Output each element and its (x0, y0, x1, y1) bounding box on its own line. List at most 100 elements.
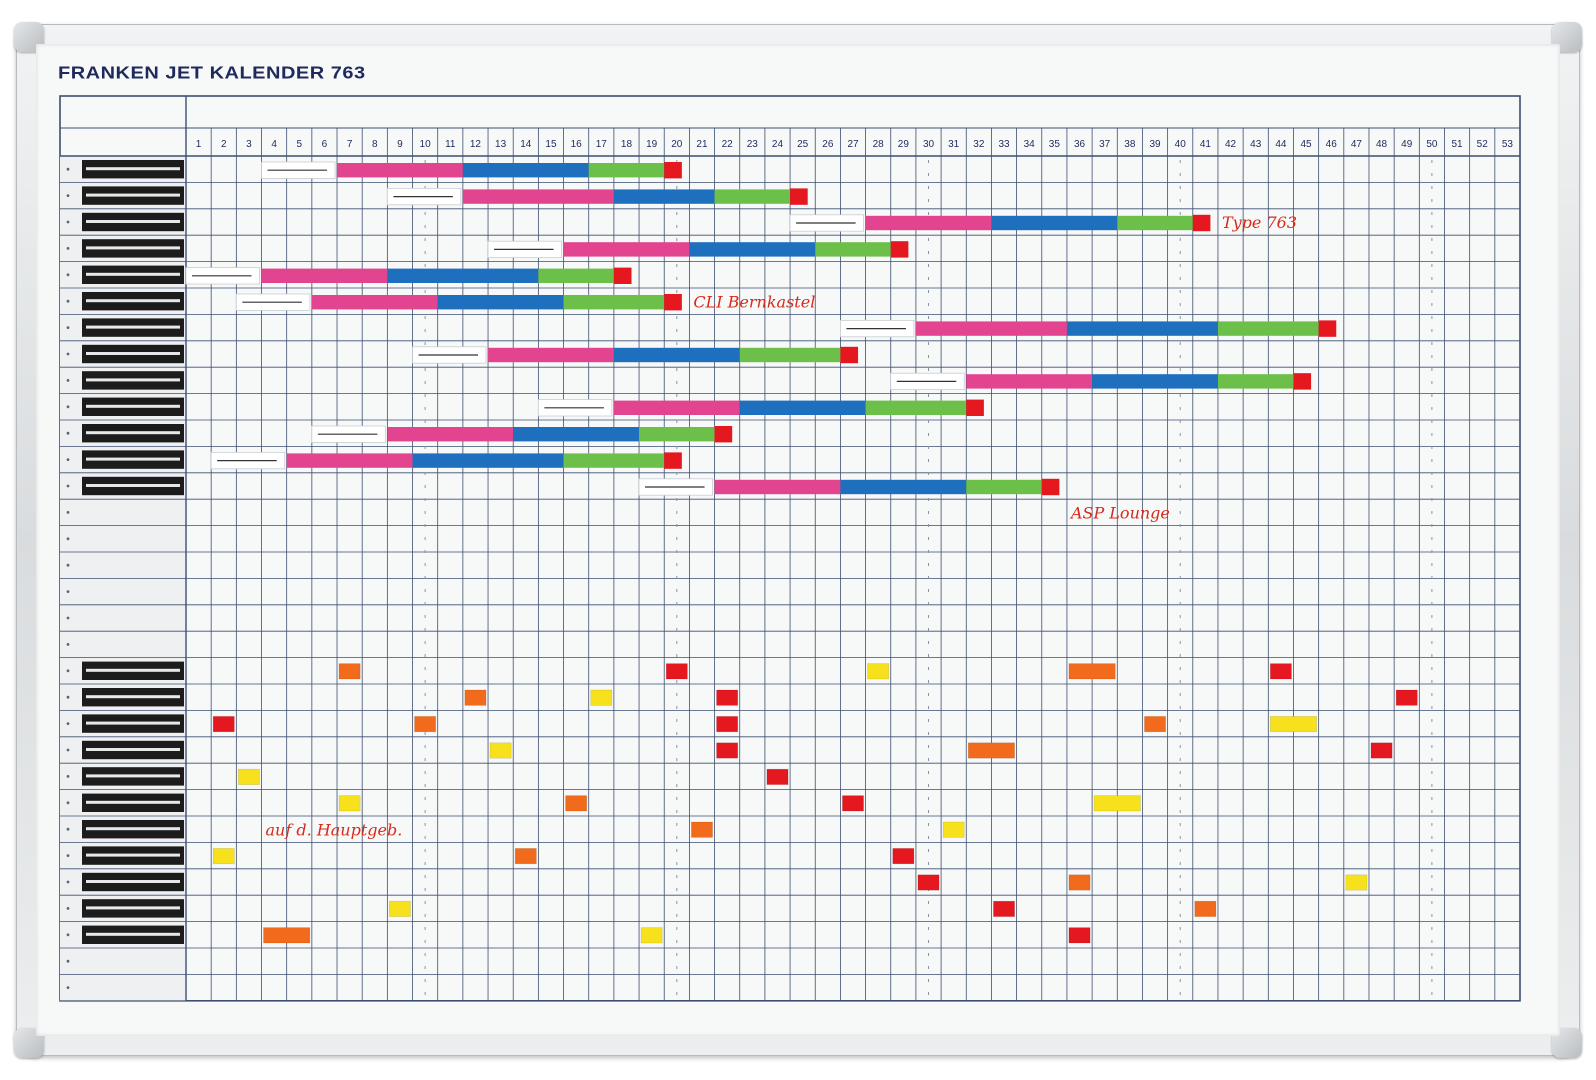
magnet-red (917, 874, 940, 891)
magnet-red (716, 742, 739, 759)
project-end-marker (790, 188, 808, 205)
row-index-dot (66, 590, 70, 593)
project-bar-segment (488, 347, 614, 363)
day-number: 30 (923, 139, 935, 150)
day-number: 23 (747, 139, 759, 150)
magnet-yellow (238, 768, 260, 785)
project-bar-segment (639, 427, 715, 442)
row-label-stripe (86, 853, 180, 857)
day-number: 53 (1502, 139, 1514, 150)
row-label-stripe (86, 880, 180, 883)
project-bar-segment (337, 163, 463, 178)
row-label-stripe (86, 378, 180, 382)
magnet-red (766, 768, 789, 785)
project-bar-segment (739, 400, 866, 415)
project-bar-segment (387, 427, 514, 442)
day-number: 47 (1351, 139, 1363, 150)
row-label-stripe (86, 668, 180, 672)
row-index-dot (66, 379, 70, 382)
magnet-orange (1144, 716, 1166, 733)
row-label-stripe (86, 167, 180, 171)
project-end-marker (714, 426, 733, 443)
row-index-dot (66, 484, 70, 488)
row-index-dot (66, 537, 70, 541)
day-number: 3 (246, 139, 252, 150)
project-bar-segment (840, 479, 967, 495)
row-index-dot (66, 933, 70, 937)
project-bar-segment (714, 479, 841, 495)
row-label-stripe (86, 325, 180, 329)
project-bar-segment (915, 321, 1067, 336)
day-number: 52 (1477, 139, 1489, 150)
row-index-dot (66, 405, 70, 409)
row-index-dot (66, 220, 70, 224)
magnet-orange (967, 742, 1015, 759)
magnet-orange (1194, 900, 1217, 917)
day-number: 28 (873, 139, 885, 150)
magnet-orange (514, 848, 537, 865)
day-number: 9 (397, 139, 403, 150)
magnet-yellow (489, 742, 512, 759)
project-bar-segment (261, 268, 388, 283)
row-index-dot (66, 326, 70, 329)
project-bar-segment (286, 453, 413, 468)
day-number: 49 (1401, 139, 1413, 150)
magnet-orange (263, 927, 311, 944)
row-index-dot (66, 616, 70, 620)
project-bar-segment (1217, 374, 1294, 389)
row-index-dot (66, 959, 70, 963)
day-number: 1 (196, 139, 202, 150)
whiteboard-surface (36, 44, 1560, 1036)
day-number: 32 (973, 139, 985, 150)
row-label-stripe (86, 800, 180, 804)
magnet-yellow (640, 927, 663, 944)
project-bar-segment (613, 400, 740, 415)
day-number: 35 (1049, 139, 1061, 150)
day-number: 37 (1099, 139, 1111, 150)
day-number: 33 (998, 139, 1010, 150)
project-end-marker (664, 162, 682, 179)
project-end-marker (966, 399, 984, 416)
day-number: 20 (671, 139, 683, 150)
row-index-dot (66, 695, 70, 699)
project-bar-segment (613, 347, 740, 363)
row-index-dot (66, 854, 70, 857)
project-end-marker (664, 294, 682, 311)
day-number: 44 (1275, 139, 1287, 150)
project-bar-segment (563, 295, 665, 310)
project-end-marker (1318, 320, 1337, 337)
day-number: 21 (696, 139, 708, 150)
row-index-dot (66, 643, 70, 646)
row-index-dot (66, 801, 70, 805)
day-number: 48 (1376, 139, 1388, 150)
day-number: 16 (571, 139, 583, 150)
row-label-stripe (86, 695, 180, 699)
day-number: 15 (545, 139, 557, 150)
project-bar-segment (1092, 374, 1218, 389)
row-label-stripe (86, 272, 180, 276)
day-number: 25 (797, 139, 809, 150)
row-label-stripe (86, 404, 180, 408)
day-number: 42 (1225, 139, 1237, 150)
project-end-marker (890, 241, 909, 258)
magnet-orange (691, 821, 713, 838)
day-number: 7 (347, 139, 353, 150)
magnet-red (842, 795, 864, 812)
day-number: 29 (898, 139, 910, 150)
project-bar-segment (437, 295, 564, 310)
magnet-red (1370, 742, 1393, 759)
day-number: 4 (271, 139, 277, 150)
row-label-stripe (86, 193, 180, 197)
magnet-yellow (867, 663, 890, 680)
project-bar-segment (538, 268, 614, 283)
day-number: 12 (470, 139, 482, 150)
row-label-stripe (86, 827, 180, 831)
day-number: 26 (822, 139, 834, 150)
project-end-marker (1293, 373, 1312, 390)
day-number: 50 (1426, 139, 1438, 150)
magnet-yellow (590, 689, 613, 706)
project-end-marker (1041, 478, 1060, 496)
handwritten-note: ASP Lounge (1069, 504, 1170, 523)
project-bar-segment (462, 189, 614, 204)
